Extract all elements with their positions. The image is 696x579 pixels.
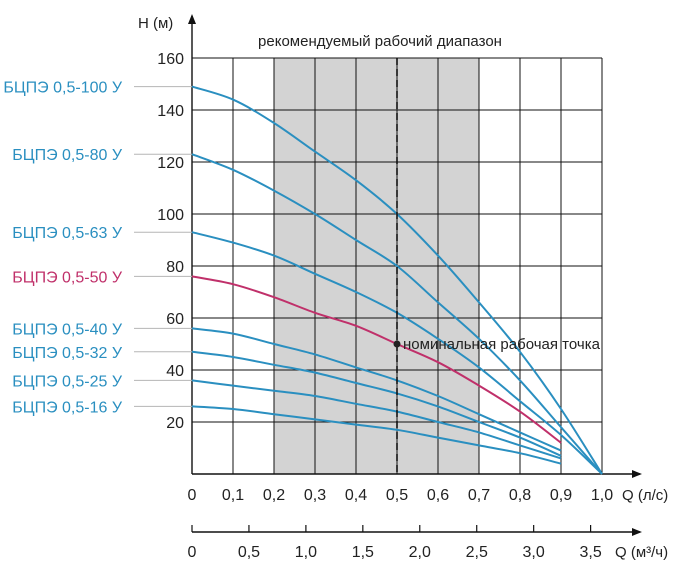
series-label: БЦПЭ 0,5-25 У: [12, 373, 123, 390]
x2-tick-label: 1,0: [295, 544, 317, 561]
x-axis-title: Q (л/с): [622, 487, 668, 504]
recommended-range-label: рекомендуемый рабочий диапазон: [258, 33, 502, 50]
y-tick-label: 60: [166, 311, 184, 328]
x2-tick-label: 0: [188, 544, 197, 561]
y-tick-label: 140: [157, 103, 184, 120]
x-axis-arrow: [632, 470, 642, 478]
nominal-point-label: номинальная рабочая точка: [403, 336, 601, 353]
x2-tick-label: 0,5: [238, 544, 260, 561]
series-label: БЦПЭ 0,5-32 У: [12, 345, 123, 362]
tick-labels: 20 40 60 80 100 120 140 160 0 0,1 0,2 0,3 0,4 0,5 0,6 0…: [138, 15, 668, 561]
series-curve: [191, 275, 562, 444]
series-label: БЦПЭ 0,5-63 У: [12, 225, 123, 242]
series-curve: [191, 153, 603, 475]
series-label: БЦПЭ 0,5-100 У: [3, 80, 122, 97]
x-tick-label: 0,8: [509, 487, 531, 504]
series-label: БЦПЭ 0,5-40 У: [12, 321, 123, 338]
x-tick-label: 0,1: [222, 487, 244, 504]
x-axis-secondary-title: Q (м³/ч): [615, 544, 668, 561]
x-tick-label: 1,0: [591, 487, 613, 504]
series-label: БЦПЭ 0,5-80 У: [12, 147, 123, 164]
x2-tick-label: 2,5: [466, 544, 488, 561]
x-tick-label: 0,5: [386, 487, 408, 504]
x-tick-label: 0,4: [345, 487, 367, 504]
x-tick-label: 0,3: [304, 487, 326, 504]
x2-tick-label: 2,0: [409, 544, 431, 561]
series-labels: БЦПЭ 0,5-100 У БЦПЭ 0,5-80 У БЦПЭ 0,5-63 У…: [3, 80, 192, 416]
series-curve: [191, 379, 562, 460]
y-tick-label: 120: [157, 155, 184, 172]
series-curve: [191, 85, 603, 475]
x2-tick-label: 3,0: [523, 544, 545, 561]
x-tick-label: 0,7: [468, 487, 490, 504]
annotations: рекомендуемый рабочий диапазон номинальна…: [258, 33, 601, 474]
y-tick-label: 20: [166, 415, 184, 432]
series-label: БЦПЭ 0,5-50 У: [12, 269, 123, 286]
x-axis-secondary-arrow: [632, 528, 642, 536]
series-curve: [191, 350, 562, 457]
y-tick-label: 160: [157, 51, 184, 68]
x-tick-label: 0,9: [550, 487, 572, 504]
y-axis-title: H (м): [138, 15, 173, 32]
x2-tick-label: 1,5: [352, 544, 374, 561]
series-label: БЦПЭ 0,5-16 У: [12, 399, 123, 416]
y-axis-arrow: [188, 14, 196, 24]
series-curve: [191, 327, 562, 452]
x-tick-label: 0,2: [263, 487, 285, 504]
y-tick-label: 100: [157, 207, 184, 224]
axes: [188, 14, 642, 536]
nominal-point-marker: [393, 340, 401, 348]
x-tick-label: 0: [188, 487, 197, 504]
x-tick-label: 0,6: [427, 487, 449, 504]
x2-tick-label: 3,5: [579, 544, 601, 561]
series-curves: [191, 85, 603, 475]
y-tick-label: 40: [166, 363, 184, 380]
y-tick-label: 80: [166, 259, 184, 276]
series-curve: [191, 405, 562, 465]
